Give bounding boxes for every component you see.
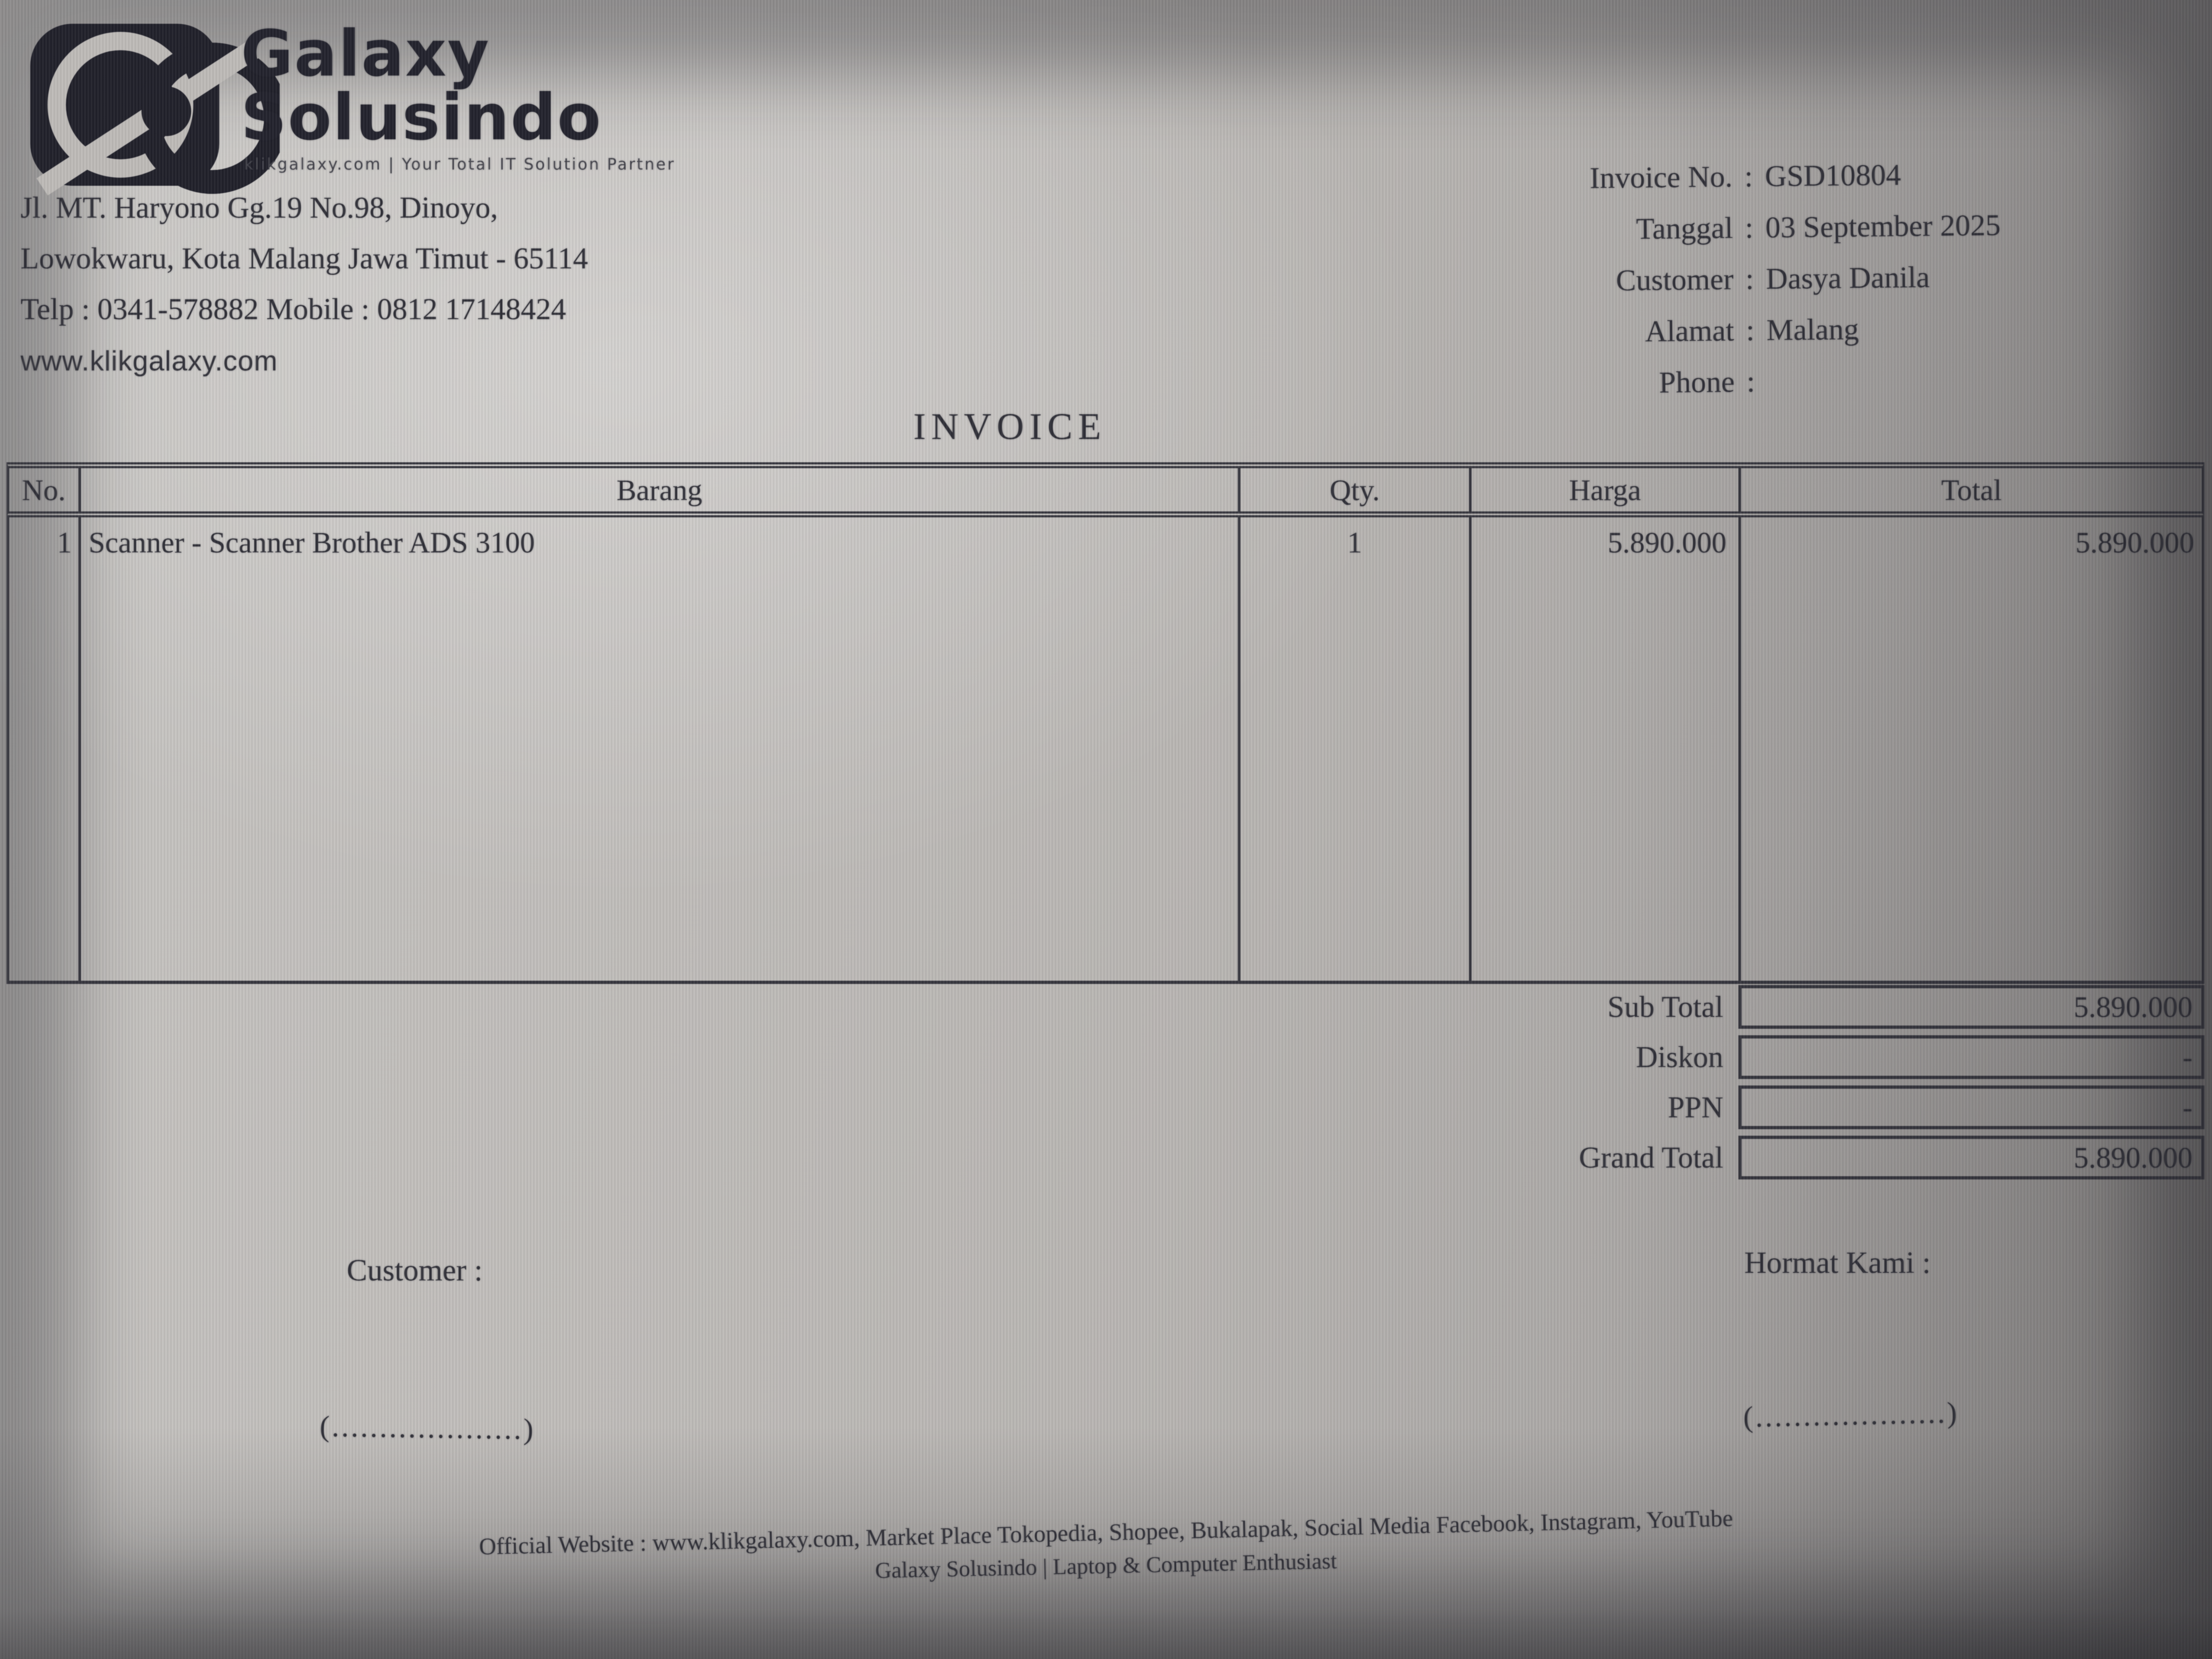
meta-row-tanggal: Tanggal : 03 September 2025 — [1404, 199, 2106, 258]
signature-company-line: (....................) — [1743, 1395, 1960, 1434]
diskon-value-box: - — [1738, 1035, 2204, 1079]
grandtotal-value-box: 5.890.000 — [1738, 1136, 2204, 1179]
item-row-total: 5.890.000 — [2075, 526, 2194, 559]
meta-row-phone: Phone : — [1405, 353, 2108, 412]
totals-row-ppn: PPN - — [6, 1085, 2204, 1129]
company-name-line1: Galaxy — [241, 16, 490, 91]
header-total: Total — [1941, 473, 2002, 507]
item-row-harga: 5.890.000 — [1472, 517, 1741, 981]
meta-value-tanggal: 03 September 2025 — [1765, 208, 2001, 245]
items-table: No. Barang Qty. Harga Total 1 Scanner - … — [6, 462, 2204, 984]
meta-label: Tanggal — [1636, 211, 1734, 246]
meta-value-invoice-no: GSD10804 — [1764, 158, 1901, 193]
meta-row-customer: Customer : Dasya Danila — [1404, 250, 2107, 309]
totals-block: Sub Total 5.890.000 Diskon - PPN - Grand… — [6, 985, 2204, 1186]
grandtotal-label: Grand Total — [1579, 1141, 1723, 1175]
website-line: www.klikgalaxy.com — [21, 346, 278, 377]
company-tagline: klikgalaxy.com | Your Total IT Solution … — [244, 155, 676, 173]
meta-value-phone — [1767, 388, 2107, 392]
header-no: No. — [9, 468, 81, 511]
meta-separator: : — [1744, 211, 1754, 245]
signature-customer-label: Customer : — [347, 1253, 483, 1287]
subtotal-label: Sub Total — [1607, 990, 1723, 1024]
meta-separator: : — [1746, 365, 1756, 399]
totals-row-subtotal: Sub Total 5.890.000 — [6, 985, 2204, 1029]
address-line-2: Lowokwaru, Kota Malang Jawa Timut - 6511… — [21, 242, 588, 275]
signature-company-label: Hormat Kami : — [1744, 1246, 1931, 1280]
totals-row-diskon: Diskon - — [6, 1035, 2204, 1079]
address-line-1: Jl. MT. Haryono Gg.19 No.98, Dinoyo, — [21, 191, 498, 225]
page-title: INVOICE — [913, 406, 1107, 448]
header-harga: Harga — [1472, 468, 1741, 511]
ppn-label: PPN — [1668, 1090, 1723, 1124]
header-qty: Qty. — [1240, 468, 1472, 511]
diskon-label: Diskon — [1636, 1040, 1723, 1074]
meta-label: Customer — [1615, 262, 1734, 298]
meta-value-alamat: Malang — [1766, 312, 1859, 347]
phone-line: Telp : 0341-578882 Mobile : 0812 1714842… — [21, 293, 567, 326]
company-name-line2: Solusindo — [241, 80, 602, 154]
meta-separator: : — [1744, 160, 1754, 194]
galaxy-logo-icon — [30, 24, 280, 195]
header-barang: Barang — [81, 468, 1240, 511]
item-row-barang: Scanner - Scanner Brother ADS 3100 — [81, 517, 1240, 981]
item-row-qty: 1 — [1240, 517, 1472, 981]
meta-row-alamat: Alamat : Malang — [1405, 301, 2107, 360]
item-row-no: 1 — [9, 517, 81, 981]
totals-row-grandtotal: Grand Total 5.890.000 — [6, 1136, 2204, 1179]
meta-row-invoice-no: Invoice No. : GSD10804 — [1403, 147, 2106, 206]
meta-value-customer: Dasya Danila — [1765, 260, 1930, 296]
meta-label: Alamat — [1644, 314, 1735, 349]
meta-separator: : — [1745, 262, 1755, 296]
invoice-meta-block: Invoice No. : GSD10804 Tanggal : 03 Sept… — [1403, 147, 2108, 412]
meta-label: Phone — [1658, 365, 1735, 400]
signature-customer-line: (....................) — [319, 1410, 536, 1446]
meta-label: Invoice No. — [1589, 160, 1733, 195]
items-table-body: 1 Scanner - Scanner Brother ADS 3100 1 5… — [6, 517, 2204, 984]
items-table-header: No. Barang Qty. Harga Total — [6, 462, 2204, 517]
meta-separator: : — [1745, 314, 1755, 348]
ppn-value-box: - — [1738, 1085, 2204, 1129]
subtotal-value-box: 5.890.000 — [1738, 985, 2204, 1029]
